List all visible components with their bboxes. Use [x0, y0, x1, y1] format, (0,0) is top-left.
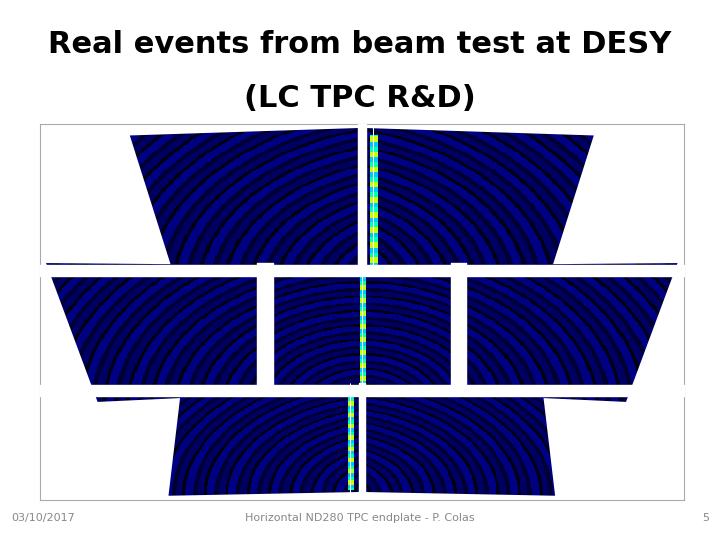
Text: Horizontal ND280 TPC endplate - P. Colas: Horizontal ND280 TPC endplate - P. Colas — [246, 512, 474, 523]
Text: Real events from beam test at DESY: Real events from beam test at DESY — [48, 30, 672, 59]
Text: (LC TPC R&D): (LC TPC R&D) — [244, 84, 476, 113]
Text: 5: 5 — [702, 512, 709, 523]
Text: 03/10/2017: 03/10/2017 — [11, 512, 75, 523]
